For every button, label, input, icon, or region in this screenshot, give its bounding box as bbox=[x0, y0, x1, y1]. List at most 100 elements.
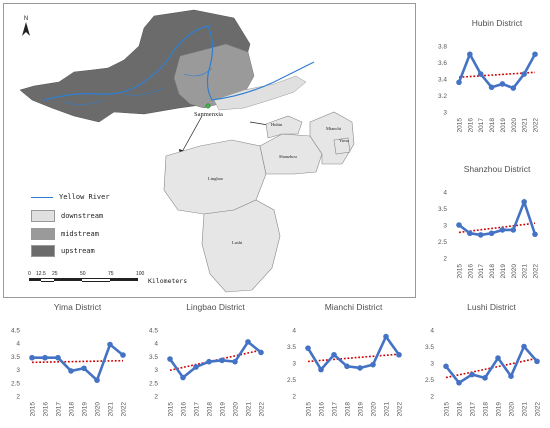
scale-tick: 25 bbox=[52, 271, 58, 277]
data-point bbox=[120, 352, 126, 358]
downstream-swatch bbox=[31, 210, 55, 222]
data-point bbox=[499, 227, 506, 233]
y-tick-label: 2 bbox=[292, 394, 296, 401]
district-lushi bbox=[201, 199, 281, 293]
data-point bbox=[245, 339, 251, 345]
label-shanzhou: Shanzhou bbox=[279, 154, 297, 159]
series-line bbox=[306, 334, 401, 372]
y-tick-label: 4 bbox=[430, 328, 434, 335]
upstream-swatch bbox=[31, 245, 55, 257]
label-lushi: Lushi bbox=[232, 240, 243, 245]
north-arrow-icon bbox=[22, 22, 30, 36]
trend-line bbox=[307, 353, 400, 363]
x-tick-label: 2019 bbox=[220, 402, 227, 417]
chart-svg: Yima District 2 2.5 3 3.5 4 4.5 2015 2016 2017 201… bbox=[11, 302, 128, 417]
x-tick-label: 2020 bbox=[511, 118, 518, 133]
data-point bbox=[318, 366, 324, 373]
legend-item-downstream: downstream bbox=[31, 210, 103, 222]
y-tick-label: 3 bbox=[443, 223, 447, 230]
chart-svg: Mianchi District 2 2.5 3 3.5 4 2015 2016 2017 201… bbox=[287, 302, 404, 417]
y-tick-label: 2.5 bbox=[11, 380, 20, 387]
legend-label: Yellow River bbox=[59, 193, 110, 201]
series-line bbox=[444, 344, 538, 385]
x-tick-label: 2020 bbox=[233, 402, 240, 417]
data-point bbox=[357, 365, 363, 371]
data-point bbox=[456, 79, 462, 86]
x-tick-label: 2022 bbox=[397, 402, 404, 417]
data-point bbox=[521, 343, 527, 350]
x-tick-label: 2015 bbox=[168, 402, 175, 417]
scale-tick: 75 bbox=[108, 271, 114, 277]
x-tick-label: 2018 bbox=[489, 264, 496, 279]
midstream-swatch bbox=[31, 228, 55, 240]
scale-tick: 50 bbox=[80, 271, 86, 277]
series-line bbox=[458, 198, 537, 237]
data-point bbox=[258, 349, 264, 356]
x-tick-label: 2017 bbox=[194, 402, 201, 417]
data-point bbox=[456, 380, 462, 386]
x-tick-label: 2022 bbox=[533, 118, 540, 133]
chart-hubin: Hubin District 3 3.2 3.4 3.6 3.8 2015 2016 2017 2… bbox=[427, 14, 547, 144]
x-tick-label: 2017 bbox=[478, 118, 485, 133]
data-point bbox=[232, 358, 238, 365]
study-area-map: N Sanmenxia Hubin Mianchi Yima Shanzhou … bbox=[3, 3, 416, 298]
y-tick-label: 3 bbox=[154, 367, 158, 374]
series-line bbox=[457, 51, 537, 90]
y-tick-label: 4.5 bbox=[11, 328, 20, 335]
x-tick-label: 2020 bbox=[371, 402, 378, 417]
y-tick-label: 2.5 bbox=[287, 377, 296, 384]
x-tick-label: 2020 bbox=[511, 264, 518, 279]
data-point bbox=[521, 199, 527, 205]
district-shanzhou bbox=[259, 133, 323, 175]
y-tick-label: 3 bbox=[292, 361, 296, 368]
y-tick-label: 2 bbox=[430, 394, 434, 401]
y-tick-label: 3 bbox=[430, 361, 434, 368]
y-tick-label: 3.5 bbox=[11, 354, 20, 361]
y-tick-label: 3 bbox=[16, 367, 20, 374]
data-point bbox=[42, 354, 48, 361]
data-point bbox=[344, 363, 350, 370]
chart-shanzhou: Shanzhou District 2 2.5 3 3.5 4 2015 2016 2017 20… bbox=[427, 160, 547, 290]
y-tick-label: 2.5 bbox=[438, 239, 447, 246]
data-point bbox=[510, 85, 517, 91]
y-tick-label: 4 bbox=[443, 190, 447, 197]
y-tick-label: 4.5 bbox=[149, 328, 158, 335]
x-tick-label: 2018 bbox=[489, 118, 496, 133]
trend-line bbox=[31, 359, 124, 364]
chart-title: Lushi District bbox=[467, 302, 516, 312]
north-label: N bbox=[23, 16, 29, 22]
district-hubin bbox=[265, 115, 303, 139]
data-point bbox=[477, 71, 484, 77]
x-tick-label: 2021 bbox=[108, 402, 115, 417]
data-point bbox=[495, 355, 501, 361]
x-tick-label: 2021 bbox=[246, 402, 253, 417]
data-point bbox=[510, 227, 517, 233]
legend-item-river: Yellow River bbox=[31, 193, 110, 201]
data-point bbox=[107, 341, 113, 348]
x-tick-label: 2021 bbox=[522, 118, 529, 133]
x-tick-label: 2016 bbox=[319, 402, 326, 417]
x-tick-label: 2017 bbox=[470, 402, 477, 417]
y-tick-label: 3.5 bbox=[149, 354, 158, 361]
x-tick-label: 2021 bbox=[522, 264, 529, 279]
x-tick-label: 2022 bbox=[533, 264, 540, 279]
legend-label: downstream bbox=[61, 212, 104, 220]
y-tick-label: 4 bbox=[292, 328, 296, 335]
data-point bbox=[206, 358, 212, 365]
data-point bbox=[29, 354, 35, 361]
data-point bbox=[469, 371, 475, 378]
y-tick-label: 2 bbox=[443, 256, 447, 263]
data-point bbox=[383, 333, 389, 340]
data-point bbox=[532, 231, 538, 238]
chart-title: Hubin District bbox=[472, 18, 523, 28]
x-tick-label: 2018 bbox=[483, 402, 490, 417]
y-tick-label: 3.5 bbox=[425, 344, 434, 351]
chart-lingbao: Lingbao District 2 2.5 3 3.5 4 4.5 2015 2016 2017… bbox=[138, 298, 273, 428]
data-point bbox=[219, 357, 225, 364]
downstream-region bbox=[213, 75, 307, 111]
data-point bbox=[305, 345, 311, 351]
series-line bbox=[32, 342, 124, 383]
data-point bbox=[467, 230, 473, 237]
x-tick-label: 2019 bbox=[496, 402, 503, 417]
data-point bbox=[167, 356, 173, 362]
